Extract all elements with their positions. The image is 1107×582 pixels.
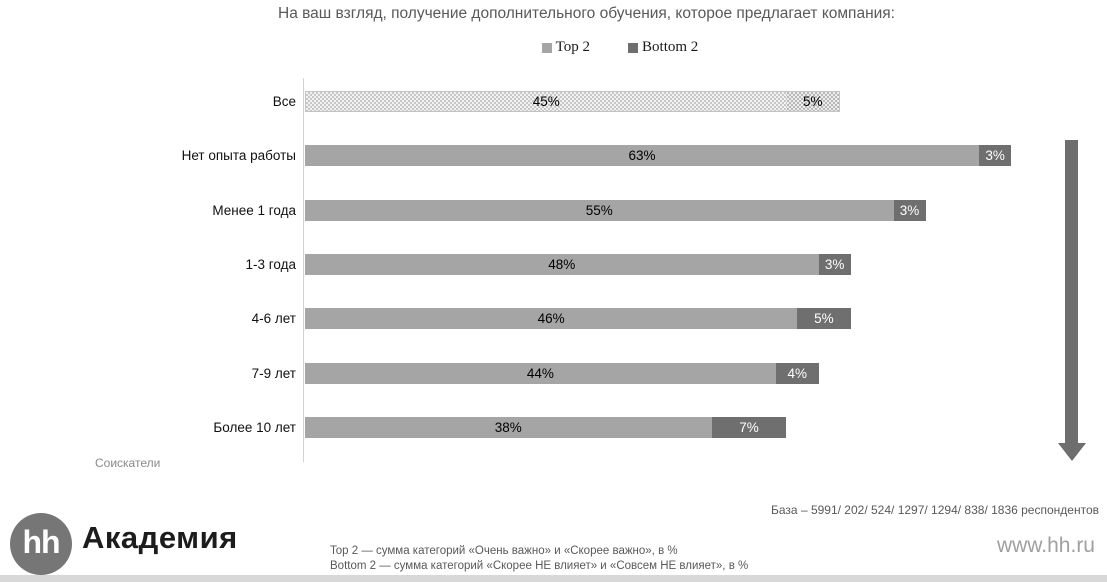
legend-label-top2: Top 2 bbox=[555, 39, 591, 55]
bar-segment-bottom2: 3% bbox=[979, 145, 1012, 167]
row-label: 4-6 лет bbox=[251, 311, 296, 327]
row-label: 1-3 года bbox=[245, 256, 297, 272]
bar-segment-top2: 55% bbox=[305, 199, 894, 221]
chart-row: 1-3 года 48% 3% bbox=[0, 253, 1107, 275]
bar-segment-top2: 45% bbox=[305, 91, 787, 112]
legend-item-bottom2: Bottom 2 bbox=[628, 39, 698, 56]
chart-row: Нет опыта работы 63% 3% bbox=[0, 145, 1107, 167]
bar-segment-top2: 48% bbox=[305, 253, 819, 275]
legend-swatch-bottom2-icon bbox=[628, 42, 639, 53]
bar-segment-top2: 44% bbox=[305, 362, 776, 384]
row-label: Все bbox=[272, 94, 296, 109]
site-link[interactable]: www.hh.ru bbox=[996, 534, 1095, 557]
footnote-bottom2: Bottom 2 — сумма категорий «Скорее НЕ вл… bbox=[330, 559, 749, 572]
chart-row: Более 10 лет 38% 7% bbox=[0, 416, 1107, 438]
row-label: Менее 1 года bbox=[212, 202, 296, 218]
footnotes: Top 2 — сумма категорий «Очень важно» и … bbox=[330, 544, 748, 573]
bar-segment-bottom2: 7% bbox=[711, 416, 787, 438]
bar-segment-bottom2: 4% bbox=[775, 362, 819, 384]
stacked-bar: 48% 3% bbox=[305, 253, 851, 275]
bar-segment-bottom2: 5% bbox=[786, 91, 840, 112]
hh-logo-text: hh bbox=[22, 524, 60, 560]
bar-segment-top2: 38% bbox=[305, 416, 712, 438]
chart-row: Все 45% 5% bbox=[0, 91, 1107, 112]
stacked-bar: 63% 3% bbox=[305, 145, 1012, 167]
bar-segment-top2: 46% bbox=[305, 308, 798, 330]
bar-segment-bottom2: 3% bbox=[893, 199, 926, 221]
row-label: Более 10 лет bbox=[213, 419, 296, 435]
y-axis-line bbox=[303, 78, 304, 462]
chart-row: 4-6 лет 46% 5% bbox=[0, 308, 1107, 330]
stacked-bar: 46% 5% bbox=[305, 308, 851, 330]
legend-swatch-top2-icon bbox=[541, 42, 552, 53]
stacked-bar: 44% 4% bbox=[305, 362, 819, 384]
bottom-strip bbox=[0, 575, 1107, 582]
chart-row: 7-9 лет 44% 4% bbox=[0, 362, 1107, 384]
chart-row: Менее 1 года 55% 3% bbox=[0, 199, 1107, 221]
legend-item-top2: Top 2 bbox=[541, 39, 591, 56]
axis-footer-label: Соискатели bbox=[95, 456, 161, 470]
down-arrow-icon bbox=[1065, 140, 1078, 443]
bar-segment-top2: 63% bbox=[305, 145, 980, 167]
base-note: База – 5991/ 202/ 524/ 1297/ 1294/ 838/ … bbox=[771, 503, 1099, 517]
footnote-top2: Top 2 — сумма категорий «Очень важно» и … bbox=[330, 545, 678, 557]
bar-segment-bottom2: 5% bbox=[797, 308, 851, 330]
chart-title: На ваш взгляд, получение дополнительного… bbox=[278, 5, 895, 22]
down-arrow-head-icon bbox=[1058, 443, 1086, 461]
legend-label-bottom2: Bottom 2 bbox=[642, 39, 699, 55]
bar-segment-bottom2: 3% bbox=[818, 253, 851, 275]
row-label: Нет опыта работы bbox=[181, 148, 296, 164]
stacked-bar: 38% 7% bbox=[305, 416, 787, 438]
chart-rows: Все 45% 5% Нет опыта работы 63% 3% Менее 1 год… bbox=[0, 80, 1107, 460]
hh-logo-icon: hh bbox=[10, 513, 72, 575]
brand-title: Академия bbox=[82, 520, 238, 555]
row-label: 7-9 лет bbox=[251, 365, 296, 381]
legend: Top 2 Bottom 2 bbox=[133, 39, 1107, 56]
stacked-bar: 45% 5% bbox=[305, 91, 840, 112]
stacked-bar: 55% 3% bbox=[305, 199, 926, 221]
